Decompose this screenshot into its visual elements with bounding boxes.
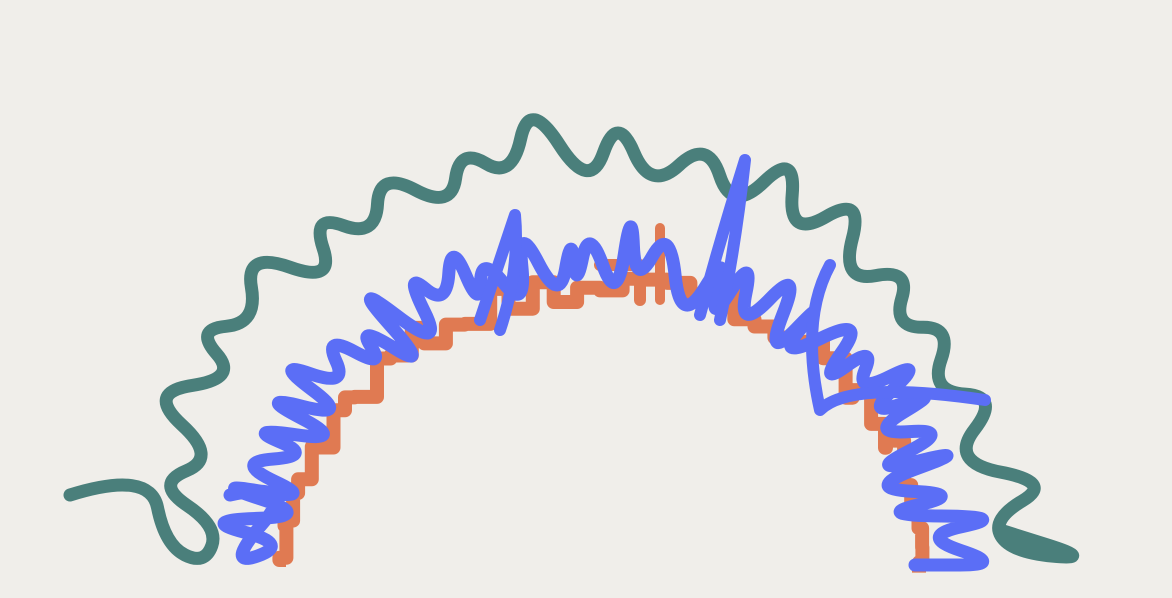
blue-spike xyxy=(474,209,522,336)
blue-squiggle-line xyxy=(217,220,990,572)
blue-spike xyxy=(694,154,751,326)
blue-spike xyxy=(806,259,991,416)
middle-blue-squiggle-arc xyxy=(217,154,991,572)
